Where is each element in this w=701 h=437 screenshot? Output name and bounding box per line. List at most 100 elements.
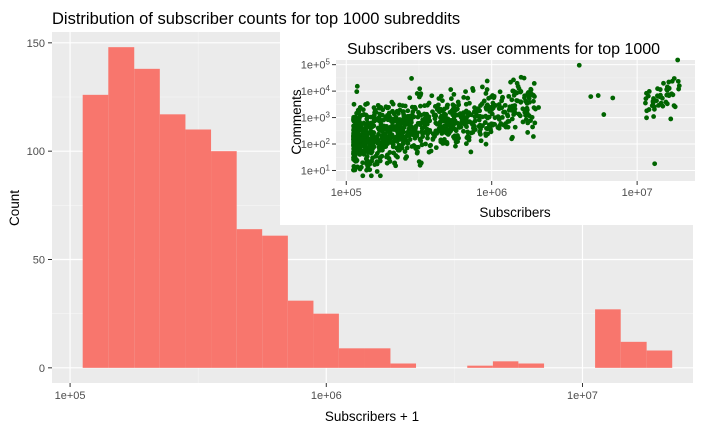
scatter-point — [352, 117, 358, 122]
scatter-point — [395, 120, 401, 126]
scatter-point — [666, 79, 672, 85]
scatter-point — [479, 84, 485, 90]
scatter-point — [354, 83, 360, 89]
scatter-point — [418, 138, 424, 144]
scatter-point — [405, 140, 411, 146]
scatter-point — [356, 109, 361, 115]
scatter-point — [644, 115, 649, 121]
histogram-bar — [211, 151, 237, 368]
scatter-point — [484, 78, 490, 84]
scatter-point — [379, 128, 385, 134]
inset-y-tick-label: 1e+02 — [301, 137, 331, 151]
scatter-point — [438, 139, 444, 145]
scatter-point — [531, 98, 536, 104]
scatter-point — [407, 95, 413, 101]
scatter-point — [436, 96, 442, 101]
scatter-point — [402, 135, 408, 140]
scatter-point — [379, 140, 385, 145]
scatter-point — [351, 167, 356, 173]
inset-y-tick-label: 1e+03 — [301, 111, 331, 125]
scatter-point — [485, 115, 490, 121]
scatter-point — [426, 149, 432, 155]
scatter-point — [512, 103, 518, 108]
scatter-point — [434, 121, 440, 127]
scatter-point — [368, 173, 374, 179]
scatter-point — [440, 98, 445, 104]
y-axis-ticks: 0 50 100 150 — [27, 38, 52, 375]
scatter-point — [368, 130, 374, 136]
scatter-point — [675, 57, 681, 63]
scatter-point — [387, 159, 393, 164]
x-axis-ticks: 1e+05 1e+06 1e+07 — [55, 383, 598, 402]
scatter-point — [478, 131, 483, 137]
scatter-point — [505, 113, 511, 119]
scatter-point — [453, 143, 458, 149]
scatter-point — [514, 98, 520, 103]
scatter-point — [525, 130, 531, 135]
scatter-point — [437, 128, 443, 134]
scatter-point — [404, 145, 410, 151]
scatter-point — [418, 92, 423, 98]
scatter-point — [651, 104, 657, 110]
scatter-point — [354, 157, 360, 163]
scatter-point — [532, 120, 538, 126]
scatter-point — [417, 86, 423, 92]
scatter-point — [595, 93, 601, 98]
y-tick-label: 150 — [27, 38, 45, 50]
scatter-point — [351, 101, 357, 107]
scatter-point — [363, 112, 369, 118]
scatter-point — [429, 93, 435, 99]
scatter-point — [376, 105, 382, 111]
inset-title: Subscribers vs. user comments for top 10… — [347, 41, 660, 58]
scatter-point — [644, 108, 650, 114]
scatter-point — [377, 111, 383, 117]
scatter-point — [360, 143, 366, 149]
scatter-point — [465, 129, 471, 135]
scatter-point — [672, 104, 678, 110]
scatter-point — [524, 105, 530, 111]
scatter-point — [417, 162, 423, 168]
scatter-point — [378, 121, 384, 127]
scatter-point — [413, 129, 418, 135]
scatter-point — [377, 158, 383, 164]
scatter-point — [496, 125, 502, 131]
scatter-point — [369, 120, 374, 126]
scatter-point — [454, 112, 460, 118]
scatter-point — [468, 149, 474, 155]
scatter-point — [425, 135, 430, 141]
scatter-point — [423, 141, 428, 147]
scatter-point — [409, 76, 414, 81]
scatter-point — [422, 103, 427, 109]
scatter-point — [476, 117, 482, 123]
scatter-point — [390, 101, 396, 107]
scatter-point — [668, 116, 674, 122]
scatter-point — [354, 89, 360, 95]
scatter-point — [374, 169, 380, 174]
scatter-point — [381, 144, 387, 150]
scatter-point — [448, 87, 454, 92]
scatter-point — [372, 162, 378, 168]
scatter-point — [448, 96, 454, 102]
scatter-point — [381, 117, 387, 123]
scatter-point — [518, 99, 524, 105]
scatter-point — [361, 126, 367, 132]
inset-y-tick-label: 1e+05 — [301, 58, 331, 72]
scatter-point — [506, 93, 512, 99]
scatter-point — [453, 139, 459, 145]
scatter-point — [413, 123, 419, 129]
scatter-point — [430, 109, 435, 115]
scatter-point — [421, 130, 427, 135]
scatter-point — [360, 148, 366, 154]
scatter-point — [659, 95, 665, 101]
scatter-point — [401, 129, 406, 135]
scatter-point — [523, 99, 529, 105]
scatter-point — [531, 80, 537, 86]
scatter-point — [386, 110, 392, 116]
inset-y-tick-label: 1e+04 — [301, 84, 331, 98]
scatter-inset: Subscribers vs. user comments for top 10… — [280, 31, 701, 225]
scatter-point — [385, 117, 391, 123]
scatter-point — [351, 126, 357, 132]
scatter-point — [482, 120, 488, 125]
scatter-point — [456, 135, 461, 141]
scatter-point — [488, 94, 494, 100]
